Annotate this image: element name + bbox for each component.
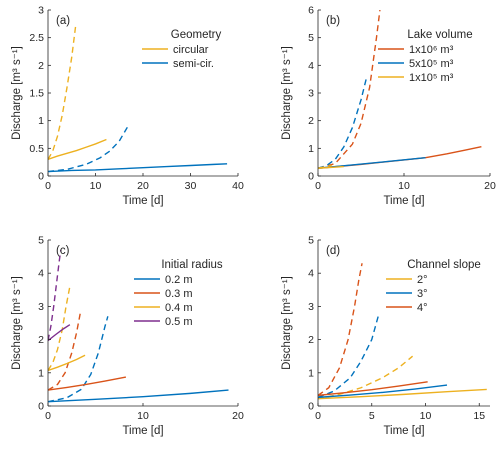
y-tick-label: 2 <box>38 334 44 346</box>
legend: Channel slope 2° 3° 4° <box>386 259 481 314</box>
y-tick-label: 3 <box>308 88 314 100</box>
legend: Geometry circular semi-cir. <box>142 29 221 70</box>
y-tick-label: 3 <box>38 5 44 17</box>
y-tick-label: 3 <box>38 301 44 313</box>
legend-entry-label: 4° <box>417 302 428 314</box>
x-axis-label: Time [d] <box>122 195 163 207</box>
y-tick-label: 0 <box>38 401 44 413</box>
panel-label: (d) <box>326 245 340 257</box>
panel-c: 0 10 20 0 1 2 3 4 5 Time [d] Discharge [m³ s⁻¹] (c)… <box>11 235 244 438</box>
y-axis-label: Discharge [m³ s⁻¹] <box>11 46 23 140</box>
series-line-c-6 <box>48 324 71 342</box>
series-line-d-4 <box>318 381 428 397</box>
y-tick-label: 0.5 <box>29 143 44 155</box>
legend-entry-label: 2° <box>417 274 428 286</box>
series-line-a-0 <box>48 138 107 161</box>
series-line-d-2 <box>318 384 448 399</box>
x-tick-label: 0 <box>45 410 51 422</box>
legend: Initial radius 0.2 m 0.3 m 0.4 m 0.5 m <box>134 259 223 328</box>
series-line-c-1 <box>48 316 109 403</box>
y-tick-label: 5 <box>38 235 44 247</box>
x-tick-label: 10 <box>90 180 102 192</box>
y-tick-label: 5 <box>308 32 314 44</box>
legend-title: Initial radius <box>161 259 223 271</box>
series-line-b-3 <box>318 79 367 169</box>
y-tick-label: 2.5 <box>29 32 44 44</box>
series-line-c-3 <box>48 312 81 391</box>
y-tick-label: 0 <box>308 171 314 183</box>
panel-label: (c) <box>56 245 70 257</box>
series-line-c-7 <box>48 249 62 341</box>
panel-d: 0 5 10 15 0 1 2 3 4 5 Time [d] Discharge [m³ s⁻¹] (d… <box>281 235 490 437</box>
legend-entry-label: 0.3 m <box>165 288 193 300</box>
legend: Lake volume 1x10⁶ m³ 5x10⁵ m³ 1x10⁵ m³ <box>378 29 473 84</box>
series-line-d-0 <box>318 388 487 400</box>
y-tick-label: 1 <box>308 143 314 155</box>
x-tick-label: 10 <box>398 180 410 192</box>
x-tick-label: 40 <box>232 180 244 192</box>
legend-title: Geometry <box>171 29 222 41</box>
series-line-d-1 <box>318 355 414 400</box>
series-line-c-2 <box>48 376 127 391</box>
x-tick-label: 10 <box>420 410 432 422</box>
legend-entry-label: 0.4 m <box>165 302 193 314</box>
series-line-d-3 <box>318 316 379 399</box>
x-tick-label: 20 <box>137 180 149 192</box>
legend-entry-label: 3° <box>417 288 428 300</box>
series-line-c-4 <box>48 354 86 372</box>
panel-label: (b) <box>326 15 340 27</box>
legend-entry-label: 5x10⁵ m³ <box>409 58 454 70</box>
legend-entry-label: 1x10⁵ m³ <box>409 72 454 84</box>
series-line-a-2 <box>48 163 228 173</box>
y-axis-label: Discharge [m³ s⁻¹] <box>281 46 293 140</box>
x-tick-label: 30 <box>185 180 197 192</box>
y-tick-label: 1 <box>38 115 44 127</box>
y-tick-label: 1 <box>38 367 44 379</box>
panel-label: (a) <box>56 15 70 27</box>
legend-entry-label: 1x10⁶ m³ <box>409 44 454 56</box>
y-tick-label: 0 <box>308 401 314 413</box>
series-line-c-5 <box>48 286 71 371</box>
x-axis-label: Time [d] <box>383 425 424 437</box>
series-line-a-1 <box>48 26 77 160</box>
legend-entry-label: semi-cir. <box>173 58 214 70</box>
panel-b: 0 10 20 0 1 2 3 4 5 6 Time [d] Discharge [m³ s⁻¹] (b… <box>281 5 496 208</box>
legend-entry-label: circular <box>173 44 209 56</box>
y-tick-label: 2 <box>308 115 314 127</box>
y-tick-label: 3 <box>308 301 314 313</box>
panel-a: 0 10 20 30 40 0 0.5 1 1.5 2 2.5 3 Time [d] Discharge … <box>11 5 244 208</box>
x-tick-label: 0 <box>315 410 321 422</box>
legend-title: Channel slope <box>407 259 481 271</box>
x-tick-label: 20 <box>232 410 244 422</box>
x-tick-label: 15 <box>473 410 485 422</box>
x-axis-label: Time [d] <box>122 425 163 437</box>
y-tick-label: 0 <box>38 171 44 183</box>
legend-entry-label: 0.2 m <box>165 274 193 286</box>
x-tick-label: 0 <box>45 180 51 192</box>
y-tick-label: 2 <box>38 60 44 72</box>
legend-entry-label: 0.5 m <box>165 316 193 328</box>
series-line-d-5 <box>318 263 363 396</box>
y-tick-label: 2 <box>308 334 314 346</box>
y-tick-label: 4 <box>38 268 44 280</box>
x-tick-label: 10 <box>137 410 149 422</box>
y-tick-label: 4 <box>308 60 314 72</box>
legend-title: Lake volume <box>407 29 472 41</box>
x-tick-label: 0 <box>315 180 321 192</box>
series-line-b-1 <box>318 10 381 169</box>
y-axis-label: Discharge [m³ s⁻¹] <box>281 276 293 370</box>
y-tick-label: 1.5 <box>29 88 44 100</box>
y-tick-label: 5 <box>308 235 314 247</box>
y-tick-label: 6 <box>308 5 314 17</box>
x-tick-label: 5 <box>369 410 375 422</box>
series-line-a-3 <box>48 126 128 173</box>
series-line-c-0 <box>48 389 229 403</box>
y-tick-label: 1 <box>308 367 314 379</box>
series-line-b-5 <box>318 164 332 169</box>
y-axis-label: Discharge [m³ s⁻¹] <box>11 276 23 370</box>
y-tick-label: 4 <box>308 268 314 280</box>
x-tick-label: 20 <box>484 180 496 192</box>
x-axis-label: Time [d] <box>383 195 424 207</box>
